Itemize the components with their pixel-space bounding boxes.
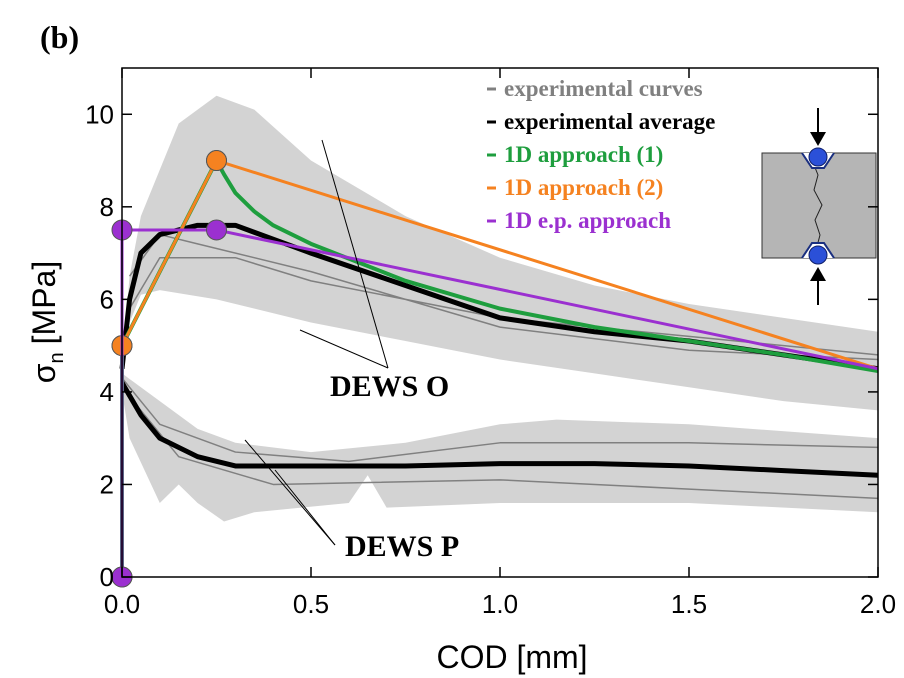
x-axis-label: COD [mm] xyxy=(436,639,587,675)
annotation-leaders xyxy=(244,139,389,546)
legend-label: experimental average xyxy=(504,109,715,134)
y-axis-unit: [MPa] xyxy=(26,261,62,345)
specimen-sketch xyxy=(761,108,877,305)
plot-area xyxy=(111,95,879,588)
x-tick-label: 0.0 xyxy=(104,589,140,619)
y-tick-label: 4 xyxy=(100,377,114,407)
leader-line xyxy=(299,329,389,369)
y-axis-subscript: n xyxy=(46,352,68,363)
legend-label: 1D approach (1) xyxy=(504,142,663,167)
leader-line xyxy=(321,139,389,369)
legend-label: 1D approach (2) xyxy=(504,175,663,200)
legend-label: experimental curves xyxy=(504,76,703,101)
envelope-band xyxy=(122,95,878,411)
y-tick-label: 0 xyxy=(100,562,114,592)
arrow-head xyxy=(810,132,826,146)
x-tick-label: 1.5 xyxy=(671,589,707,619)
y-tick-label: 8 xyxy=(100,192,114,222)
point-marker xyxy=(206,219,227,241)
y-axis-label: σn [MPa] xyxy=(26,261,68,383)
leader-line xyxy=(244,439,336,546)
arrow-head xyxy=(810,267,826,281)
crack xyxy=(811,159,823,251)
leader-line xyxy=(274,469,336,546)
y-tick-label: 2 xyxy=(100,469,114,499)
y-axis-symbol: σ xyxy=(26,363,62,383)
y-tick-label: 10 xyxy=(85,99,114,129)
y-tick-label: 6 xyxy=(100,284,114,314)
roller-top xyxy=(808,147,828,167)
annotation: DEWS O xyxy=(330,370,449,403)
legend-label: 1D e.p. approach xyxy=(504,208,671,233)
roller-bottom xyxy=(808,245,828,265)
x-tick-label: 2.0 xyxy=(860,589,896,619)
series-line xyxy=(121,233,879,500)
point-marker xyxy=(206,150,227,172)
envelope-band xyxy=(122,373,878,522)
x-tick-label: 0.5 xyxy=(293,589,329,619)
annotation: DEWS P xyxy=(345,530,459,563)
chart-title: (b) xyxy=(40,19,79,55)
x-tick-label: 1.0 xyxy=(482,589,518,619)
